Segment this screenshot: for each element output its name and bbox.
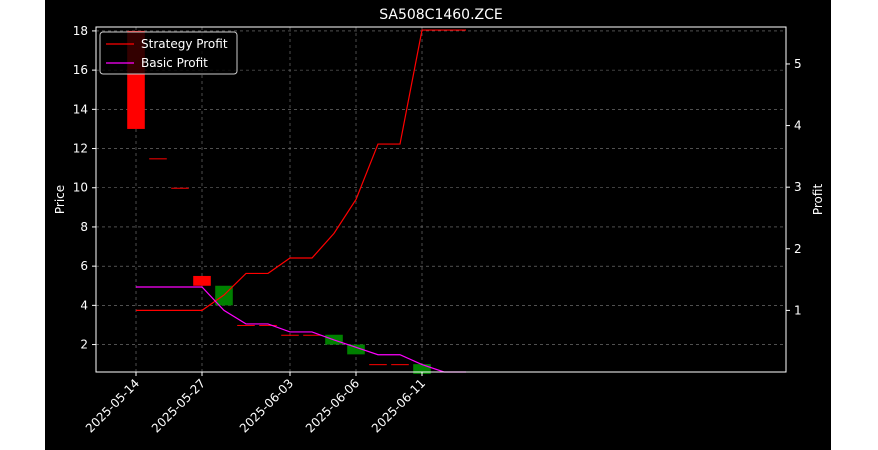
y-axis-label-left: Price	[53, 185, 67, 214]
legend-box	[99, 31, 238, 75]
strategy-profit-line	[136, 29, 466, 311]
y-tick-label-left: 2	[80, 338, 88, 352]
legend-label-strategy-profit: Strategy Profit	[141, 37, 228, 51]
chart-figure: 2 4 6 8 10 12 14 16 18 1 2 3 4 5 2025-05-14 2025-05-27 2…	[45, 0, 831, 450]
y-tick-label-right: 5	[794, 57, 802, 71]
candle-2025-05-29	[237, 324, 255, 326]
candle-2025-06-06	[347, 344, 365, 355]
profit-lines	[136, 29, 466, 373]
candle-2025-05-27	[193, 275, 211, 286]
x-tick-label: 2025-05-27	[149, 376, 208, 435]
grid-lines	[96, 27, 786, 372]
y-tick-label-left: 4	[80, 298, 88, 312]
y-tick-label-right: 2	[794, 242, 802, 256]
y-tick-label-right: 4	[794, 119, 802, 133]
legend-label-basic-profit: Basic Profit	[141, 56, 208, 70]
candle-2025-06-10	[391, 364, 409, 366]
y-tick-label-left: 10	[73, 181, 88, 195]
candle-2025-06-11	[413, 364, 431, 374]
chart-title: SA508C1460.ZCE	[379, 7, 503, 23]
x-tick-label: 2025-05-14	[83, 376, 142, 435]
candle-2025-06-04	[303, 334, 321, 336]
y-tick-label-left: 18	[73, 24, 88, 38]
y-tick-label-left: 16	[73, 63, 88, 77]
y-tick-label-left: 14	[73, 102, 88, 116]
x-tick-label: 2025-06-06	[303, 376, 362, 435]
y-tick-label-right: 3	[794, 180, 802, 194]
basic-profit-line	[136, 286, 466, 373]
candle-2025-05-30	[259, 324, 277, 326]
y-tick-label-left: 8	[80, 220, 88, 234]
x-tick-label: 2025-06-03	[237, 376, 296, 435]
candles	[127, 30, 431, 374]
y-tick-label-right: 1	[794, 303, 802, 317]
y-tick-label-left: 12	[73, 142, 88, 156]
x-tick-label: 2025-06-11	[369, 376, 428, 435]
candle-2025-06-03	[281, 334, 299, 336]
candle-2025-05-16	[171, 187, 189, 189]
y-axis-label-right: Profit	[811, 184, 825, 216]
candle-2025-06-09	[369, 364, 387, 366]
candle-2025-05-15	[149, 158, 167, 160]
legend: Strategy Profit Basic Profit	[99, 31, 238, 75]
plot-frame	[95, 26, 787, 373]
y-tick-label-left: 6	[80, 259, 88, 273]
